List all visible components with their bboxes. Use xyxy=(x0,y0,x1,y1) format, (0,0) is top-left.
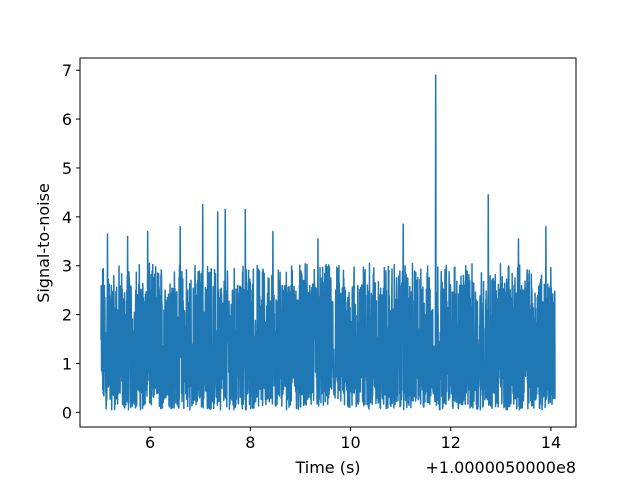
x-tick-label: 14 xyxy=(541,433,561,452)
x-tick-label: 8 xyxy=(245,433,255,452)
x-axis: 6 8 10 12 14 xyxy=(145,427,561,452)
x-tick-label: 12 xyxy=(441,433,461,452)
x-tick-label: 6 xyxy=(145,433,155,452)
y-tick-label: 3 xyxy=(62,257,72,276)
x-axis-label: Time (s) xyxy=(294,458,360,477)
plot-area xyxy=(79,57,577,428)
x-axis-offset-label: +1.0000050000e8 xyxy=(426,458,577,477)
axes-frame xyxy=(79,57,577,428)
y-axis: 0 1 2 3 4 5 6 7 xyxy=(62,61,80,422)
x-tick-label: 10 xyxy=(340,433,360,452)
y-tick-label: 5 xyxy=(62,159,72,178)
y-tick-label: 1 xyxy=(62,354,72,373)
y-tick-label: 0 xyxy=(62,403,72,422)
series-line xyxy=(100,74,556,411)
y-tick-label: 6 xyxy=(62,110,72,129)
snr-series-path xyxy=(100,74,556,411)
y-tick-label: 4 xyxy=(62,208,72,227)
y-tick-label: 7 xyxy=(62,61,72,80)
y-axis-label: Signal-to-noise xyxy=(34,183,53,303)
y-tick-label: 2 xyxy=(62,306,72,325)
